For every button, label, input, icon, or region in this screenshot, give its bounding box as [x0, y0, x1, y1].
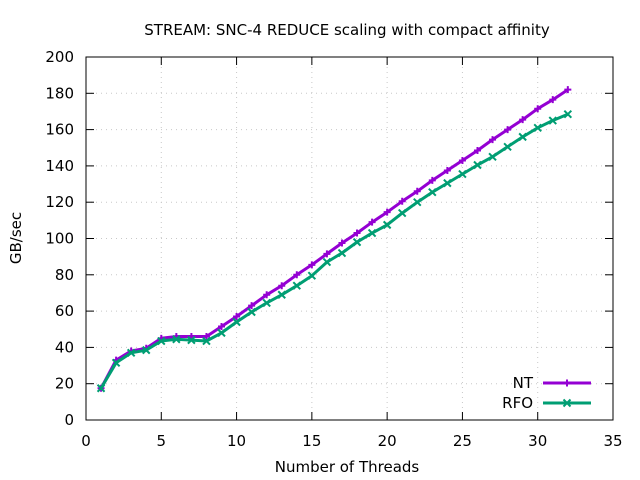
legend-entry-rfo: RFO: [502, 394, 591, 412]
data-point-nt: [248, 302, 256, 310]
data-point-nt: [308, 261, 316, 269]
data-point-nt: [218, 323, 226, 331]
data-point-rfo: [352, 237, 362, 247]
data-point-rfo: [277, 290, 286, 299]
data-point-nt: [549, 96, 557, 104]
data-point-rfo: [563, 109, 573, 119]
data-point-rfo: [172, 335, 181, 344]
y-tick-label: 200: [45, 48, 74, 66]
legend-marker-nt: [563, 379, 571, 387]
data-point-rfo: [232, 317, 241, 327]
grid: [86, 57, 613, 420]
data-point-rfo: [473, 160, 482, 170]
data-point-nt: [413, 187, 421, 195]
data-point-nt: [338, 239, 346, 247]
data-point-rfo: [202, 336, 211, 346]
y-tick-label: 60: [55, 302, 74, 320]
data-point-nt: [519, 116, 527, 124]
data-point-nt: [534, 105, 542, 113]
y-tick-label: 180: [45, 84, 74, 102]
data-point-rfo: [518, 132, 527, 142]
data-point-rfo: [533, 123, 542, 132]
data-point-nt: [489, 136, 497, 144]
x-tick-label: 10: [227, 432, 246, 450]
y-tick-label: 80: [55, 266, 74, 284]
y-tick-label: 100: [45, 230, 74, 248]
y-tick-label: 140: [45, 157, 74, 175]
legend-label: NT: [513, 374, 534, 392]
y-axis-title: GB/sec: [7, 212, 25, 264]
data-point-rfo: [187, 335, 196, 345]
data-point-rfo: [157, 336, 166, 346]
data-point-nt: [383, 208, 391, 216]
data-point-rfo: [322, 257, 332, 267]
data-point-rfo: [96, 384, 106, 393]
x-tick-label: 5: [157, 432, 167, 450]
data-point-nt: [398, 197, 406, 205]
legend-marker-rfo: [562, 398, 572, 408]
data-point-rfo: [443, 178, 452, 188]
data-point-rfo: [367, 228, 377, 238]
data-point-nt: [233, 313, 241, 321]
data-point-nt: [353, 229, 361, 237]
y-tick-label: 40: [55, 338, 74, 356]
series-nt: [97, 86, 572, 392]
legend-label: RFO: [502, 394, 533, 412]
data-point-nt: [293, 271, 301, 279]
data-point-nt: [263, 291, 271, 299]
data-point-nt: [564, 86, 572, 94]
x-tick-label: 15: [302, 432, 321, 450]
data-point-nt: [504, 126, 512, 134]
data-point-rfo: [428, 188, 437, 197]
x-tick-label: 35: [603, 432, 622, 450]
x-tick-label: 30: [528, 432, 547, 450]
data-point-nt: [428, 176, 436, 184]
data-point-nt: [443, 166, 451, 174]
data-point-rfo: [111, 358, 121, 368]
data-point-nt: [202, 333, 210, 341]
chart-title: STREAM: SNC-4 REDUCE scaling with compac…: [144, 21, 550, 39]
data-point-nt: [323, 250, 331, 258]
series-rfo: [96, 109, 573, 393]
data-point-nt: [368, 218, 376, 226]
legend-entry-nt: NT: [513, 374, 591, 392]
data-point-rfo: [262, 298, 271, 308]
data-point-rfo: [397, 208, 407, 218]
data-point-nt: [278, 282, 286, 290]
data-point-rfo: [458, 169, 467, 179]
legend: NT RFO: [502, 374, 591, 412]
y-tick-label: 120: [45, 193, 74, 211]
x-tick-label: 25: [453, 432, 472, 450]
axis-ticks: 0 20 40 60 80 100 120 140 160 180 200 0 5 10 15 20 25 30 3…: [45, 48, 622, 450]
data-point-rfo: [382, 220, 392, 230]
data-point-nt: [473, 146, 481, 154]
x-axis-title: Number of Threads: [275, 458, 420, 476]
x-tick-label: 20: [378, 432, 397, 450]
x-tick-label: 0: [81, 432, 91, 450]
data-point-rfo: [292, 281, 302, 290]
data-point-rfo: [217, 328, 226, 338]
data-point-rfo: [247, 307, 256, 317]
y-tick-label: 160: [45, 121, 74, 139]
data-point-rfo: [548, 116, 557, 125]
data-point-rfo: [488, 152, 497, 162]
data-point-rfo: [413, 197, 422, 207]
data-point-rfo: [307, 271, 317, 280]
data-point-rfo: [337, 248, 347, 258]
data-point-rfo: [142, 345, 151, 355]
y-tick-label: 0: [64, 411, 74, 429]
series-layer: [96, 86, 573, 393]
data-point-rfo: [503, 142, 512, 152]
data-point-rfo: [126, 348, 136, 358]
y-tick-label: 20: [55, 375, 74, 393]
data-point-nt: [458, 156, 466, 164]
